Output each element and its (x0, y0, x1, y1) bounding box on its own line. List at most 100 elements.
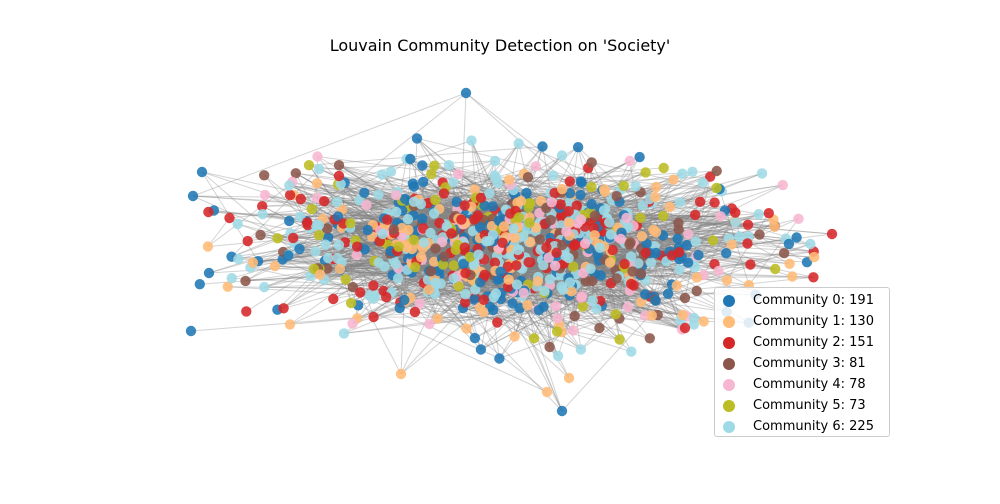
network-node (590, 211, 600, 221)
network-node (283, 250, 293, 260)
network-node (585, 264, 595, 274)
network-node (257, 209, 267, 219)
network-node (523, 257, 533, 267)
network-node (339, 328, 349, 338)
network-node (687, 167, 697, 177)
network-node (488, 305, 498, 315)
network-node (605, 257, 615, 267)
network-node (793, 214, 803, 224)
network-node (546, 215, 556, 225)
network-node (391, 259, 401, 269)
network-node (599, 205, 609, 215)
network-node (197, 167, 207, 177)
legend-label: Community 5: 73 (753, 398, 866, 413)
network-node (647, 310, 657, 320)
network-node (494, 353, 504, 363)
network-node (754, 209, 764, 219)
network-node (667, 250, 677, 260)
network-node (637, 231, 647, 241)
network-node (542, 387, 552, 397)
legend-marker (723, 358, 735, 370)
network-node (448, 273, 458, 283)
legend-item-community-6: Community 6: 225 (723, 416, 881, 437)
network-node (651, 296, 661, 306)
network-node (722, 275, 732, 285)
network-node (186, 326, 196, 336)
network-node (646, 257, 656, 267)
legend-item-community-5: Community 5: 73 (723, 395, 881, 416)
network-node (754, 229, 764, 239)
network-node (233, 254, 243, 264)
network-node (394, 242, 404, 252)
legend-item-community-1: Community 1: 130 (723, 311, 881, 332)
network-node (260, 190, 270, 200)
network-node (693, 250, 703, 260)
network-node (439, 252, 449, 262)
network-node (787, 271, 797, 281)
network-node (730, 207, 740, 217)
network-node (270, 261, 280, 271)
network-node (614, 334, 624, 344)
network-node (626, 279, 636, 289)
network-node (311, 220, 321, 230)
network-node (429, 161, 439, 171)
network-node (378, 229, 388, 239)
network-node (827, 229, 837, 239)
network-node (663, 289, 673, 299)
legend-item-community-3: Community 3: 81 (723, 353, 881, 374)
network-node (405, 154, 415, 164)
legend-marker (723, 421, 735, 433)
network-node (558, 285, 568, 295)
network-node (529, 333, 539, 343)
network-node (248, 257, 258, 267)
network-node (430, 243, 440, 253)
network-node (479, 270, 489, 280)
network-node (587, 276, 597, 286)
network-node (641, 248, 651, 258)
network-node (651, 248, 661, 258)
network-node (791, 232, 801, 242)
network-node (595, 243, 605, 253)
network-node (516, 196, 526, 206)
network-node (473, 250, 483, 260)
network-node (692, 286, 702, 296)
network-node (412, 133, 422, 143)
network-node (417, 160, 427, 170)
network-node (391, 190, 401, 200)
network-node (674, 264, 684, 274)
network-node (683, 229, 693, 239)
network-node (514, 138, 524, 148)
network-node (578, 301, 588, 311)
network-node (416, 252, 426, 262)
network-node (368, 294, 378, 304)
network-node (389, 224, 399, 234)
network-node (507, 298, 517, 308)
network-node (312, 178, 322, 188)
network-node (587, 157, 597, 167)
network-node (359, 188, 369, 198)
network-node (586, 182, 596, 192)
network-node (576, 344, 586, 354)
network-node (680, 323, 690, 333)
network-node (604, 217, 614, 227)
network-node (673, 218, 683, 228)
network-node (537, 141, 547, 151)
network-node (778, 180, 788, 190)
network-node (808, 272, 818, 282)
network-node (675, 197, 685, 207)
network-node (495, 267, 505, 277)
network-node (410, 307, 420, 317)
network-node (284, 180, 294, 190)
network-node (302, 217, 312, 227)
network-node (499, 221, 509, 231)
network-node (742, 238, 752, 248)
network-node (310, 246, 320, 256)
network-node (565, 176, 575, 186)
network-node (712, 166, 722, 176)
network-node (552, 326, 562, 336)
network-node (586, 199, 596, 209)
network-node (470, 333, 480, 343)
network-node (576, 293, 586, 303)
network-node (319, 196, 329, 206)
network-node (695, 197, 705, 207)
